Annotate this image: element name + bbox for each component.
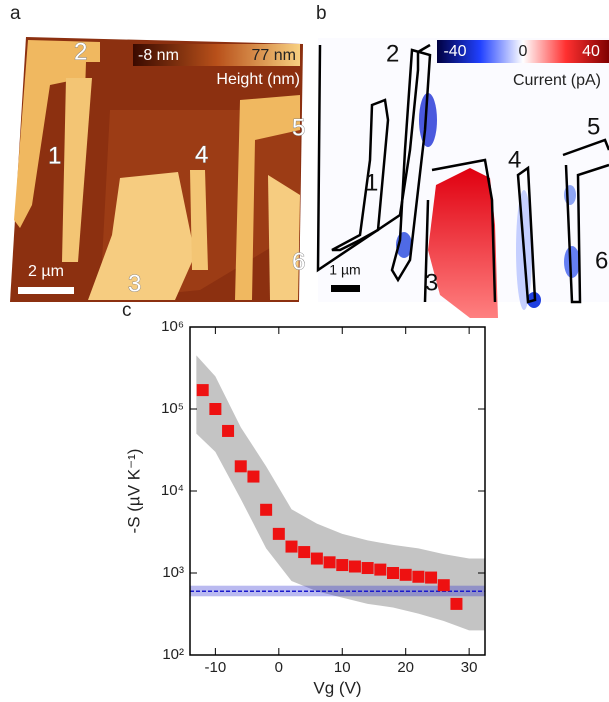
data-point [412, 570, 425, 583]
data-point [285, 540, 298, 553]
uncertainty-band [196, 355, 485, 631]
data-point [323, 556, 336, 569]
electrode-label: 4 [508, 146, 521, 173]
data-point [374, 563, 387, 576]
panel-a: -8 nm 77 nm Height (nm) 2 µm a 1 2 3 4 5… [10, 3, 306, 302]
electrode [190, 170, 208, 270]
data-point [399, 568, 412, 581]
x-tick-label: 30 [461, 659, 478, 676]
y-tick-label: 10⁶ [161, 318, 184, 335]
data-point [260, 503, 273, 516]
electrode [62, 78, 92, 262]
y-tick-label: 10⁵ [161, 400, 184, 417]
y-axis-label: -S (µV K⁻¹) [124, 449, 143, 534]
data-point [196, 384, 209, 397]
data-point [425, 571, 438, 584]
data-point [450, 597, 463, 610]
electrode [268, 175, 300, 300]
electrode [235, 95, 300, 300]
data-point [247, 470, 260, 483]
colorbar [133, 44, 300, 66]
electrode-label: 5 [587, 113, 600, 140]
data-point [348, 560, 361, 573]
data-point [336, 559, 349, 572]
scale-bar-label: 2 µm [28, 263, 64, 280]
colorbar-max: 77 nm [252, 47, 296, 64]
electrode-label: 2 [74, 38, 87, 65]
outline [331, 98, 390, 252]
colorbar-tick-label: 40 [582, 43, 600, 60]
data-point [437, 579, 450, 592]
data-point [209, 403, 222, 415]
scale-bar [331, 285, 360, 292]
electrode-label: 3 [425, 269, 438, 296]
x-tick-label: 0 [275, 659, 283, 676]
colorbar-title: Height (nm) [216, 71, 300, 88]
panel-label: c [122, 300, 132, 321]
colorbar-tick-label: 0 [519, 43, 528, 60]
current-blob [428, 168, 498, 318]
colorbar [437, 40, 609, 63]
y-tick-label: 10³ [162, 564, 184, 581]
electrode-label: 3 [128, 270, 141, 297]
panel-c: c -10 0 10 20 30 10² 10³ 10⁴ 10⁵ 10⁶ Vg (V) -S (µV … [122, 300, 486, 697]
x-tick-label: 20 [397, 659, 414, 676]
scale-bar [18, 287, 74, 294]
electrode [88, 172, 195, 300]
panel-label: a [10, 3, 21, 24]
x-tick-label: 10 [334, 659, 351, 676]
panel-label: b [316, 3, 327, 24]
data-point [361, 562, 374, 575]
current-blob [564, 246, 580, 278]
y-tick-label: 10⁴ [161, 482, 184, 499]
data-point [298, 546, 311, 559]
colorbar-tick-label: -40 [443, 43, 466, 60]
electrode-label: 4 [195, 141, 208, 168]
outline [390, 48, 432, 283]
y-tick-label: 10² [162, 646, 184, 663]
electrode-label: 6 [292, 248, 305, 275]
scale-bar-label: 1 µm [329, 262, 360, 278]
electrode-label: 1 [48, 142, 61, 169]
data-point [222, 424, 235, 437]
x-axis-label: Vg (V) [313, 678, 361, 697]
outline [516, 165, 537, 304]
data-point [234, 460, 247, 473]
x-tick-label: -10 [205, 659, 227, 676]
electrode-label: 6 [595, 247, 608, 274]
electrode-label: 1 [365, 169, 378, 196]
outline [423, 158, 497, 303]
colorbar-title: Current (pA) [513, 72, 601, 89]
electrode-label: 2 [386, 40, 399, 67]
colorbar-min: -8 nm [138, 47, 179, 64]
electrode-label: 5 [292, 114, 305, 141]
electrode-outlines [316, 43, 609, 304]
panel-b: Current (pA) 1 µm b 1 2 3 4 5 6 -40 0 40 [316, 3, 609, 318]
data-point [310, 552, 323, 565]
data-point [272, 527, 285, 540]
outline [562, 138, 609, 304]
data-point [387, 567, 400, 579]
